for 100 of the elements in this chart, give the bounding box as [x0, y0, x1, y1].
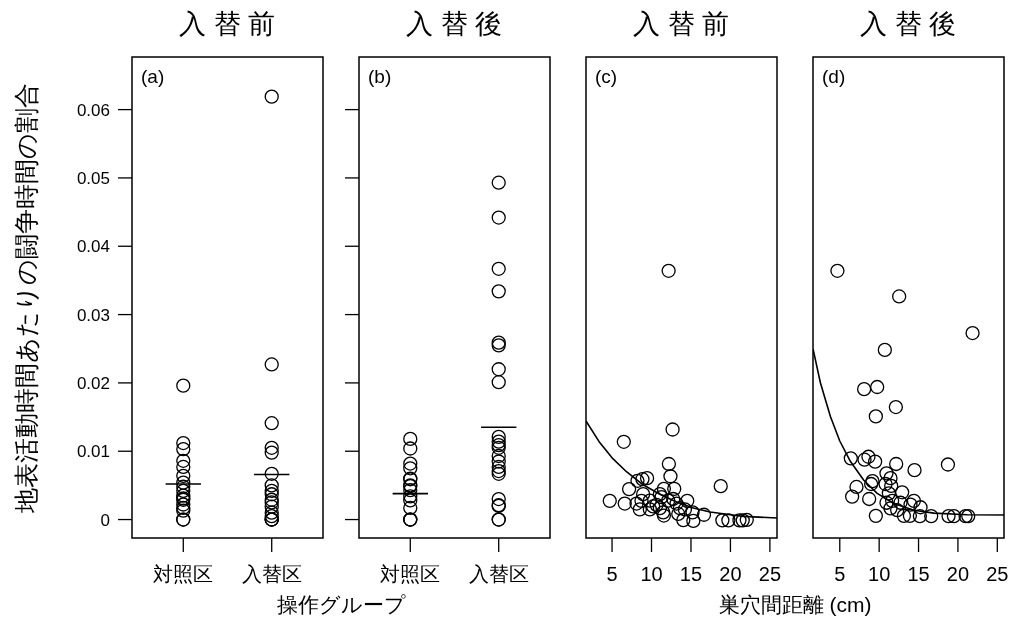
- x-axis-title: 操作グループ: [276, 593, 406, 616]
- x-tick-label: 15: [907, 563, 930, 585]
- point: [889, 456, 904, 472]
- point: [856, 382, 872, 397]
- point: [924, 508, 939, 524]
- point: [715, 513, 730, 528]
- x-tick-label: 入替区: [241, 563, 302, 585]
- point: [893, 495, 908, 510]
- text: (d): [822, 66, 846, 87]
- point: [661, 263, 676, 278]
- point: [634, 493, 649, 509]
- point: [672, 500, 688, 516]
- point: [843, 451, 858, 466]
- point: [630, 473, 645, 488]
- point: [946, 508, 962, 524]
- point: [888, 399, 904, 415]
- point: [656, 481, 672, 496]
- point: [896, 508, 912, 523]
- point: [642, 502, 657, 517]
- point: [661, 456, 677, 472]
- point: [857, 452, 872, 467]
- y-tick-label: 0.01: [76, 442, 110, 462]
- point: [652, 500, 668, 516]
- point: [677, 502, 693, 517]
- y-tick-label: 0.04: [76, 237, 110, 257]
- y-tick-label: 0.06: [76, 100, 110, 120]
- point: [616, 434, 631, 449]
- point: [940, 457, 956, 472]
- x-tick-label: 5: [606, 563, 618, 585]
- point: [884, 478, 899, 494]
- point: [965, 325, 980, 341]
- point: [602, 493, 617, 509]
- point: [669, 496, 684, 511]
- point: [665, 422, 680, 437]
- point: [639, 470, 655, 486]
- y-tick-label: 0.02: [76, 373, 110, 393]
- x-tick-label: 10: [868, 563, 891, 585]
- point: [879, 466, 894, 481]
- x-tick-label: 入替区: [468, 563, 529, 585]
- point: [667, 481, 682, 496]
- point: [906, 493, 922, 509]
- chart-title: 入 替 前: [179, 9, 276, 39]
- point: [907, 462, 922, 478]
- chart-title: 入 替 後: [406, 9, 503, 39]
- x-tick-label: 25: [986, 563, 1009, 585]
- point: [870, 379, 885, 395]
- point: [676, 512, 691, 528]
- point: [913, 500, 928, 515]
- x-tick-label: 25: [758, 563, 782, 585]
- chart-title: 入 替 前: [633, 9, 730, 39]
- point: [868, 508, 883, 523]
- point: [666, 491, 681, 507]
- x-tick-label: 10: [640, 563, 663, 585]
- point: [685, 505, 700, 520]
- point: [629, 496, 644, 511]
- point: [663, 469, 678, 484]
- point: [941, 508, 956, 524]
- point: [680, 493, 695, 509]
- x-tick-label: 対照区: [380, 563, 441, 585]
- point: [892, 289, 907, 304]
- point: [883, 470, 898, 486]
- x-tick-label: 対照区: [153, 563, 214, 585]
- point: [912, 508, 928, 524]
- annotation: (a): [141, 66, 165, 87]
- point: [739, 512, 754, 527]
- point: [696, 507, 712, 522]
- point: [881, 486, 896, 501]
- point: [617, 496, 632, 511]
- y-axis-title: 地表活動時間あたりの闘争時間の割合: [12, 82, 40, 514]
- point: [885, 493, 900, 509]
- point: [686, 513, 701, 529]
- point: [661, 493, 676, 508]
- x-tick-label: 20: [946, 563, 970, 585]
- point: [671, 506, 686, 522]
- point: [890, 503, 905, 518]
- y-tick-label: 0: [100, 510, 110, 530]
- y-tick-label: 0.03: [76, 305, 110, 325]
- y-tick-label: 0.05: [76, 168, 110, 188]
- point: [862, 491, 877, 507]
- point: [903, 497, 918, 512]
- x-tick-label: 15: [679, 563, 703, 585]
- x-tick-label: 20: [719, 563, 742, 585]
- point: [713, 479, 728, 494]
- point: [861, 449, 876, 464]
- point: [877, 342, 892, 358]
- point: [632, 502, 647, 517]
- point: [830, 263, 845, 278]
- x-axis-title: 巣穴間距離 (cm): [718, 593, 872, 616]
- x-tick-label: 5: [834, 563, 846, 585]
- point: [621, 481, 637, 497]
- annotation: (b): [368, 66, 392, 87]
- point: [849, 479, 864, 495]
- point: [868, 409, 883, 424]
- point: [902, 508, 918, 523]
- point: [845, 489, 860, 504]
- point: [635, 472, 650, 487]
- point: [642, 493, 657, 508]
- text: (c): [595, 66, 618, 87]
- point: [883, 501, 898, 516]
- point: [867, 454, 883, 469]
